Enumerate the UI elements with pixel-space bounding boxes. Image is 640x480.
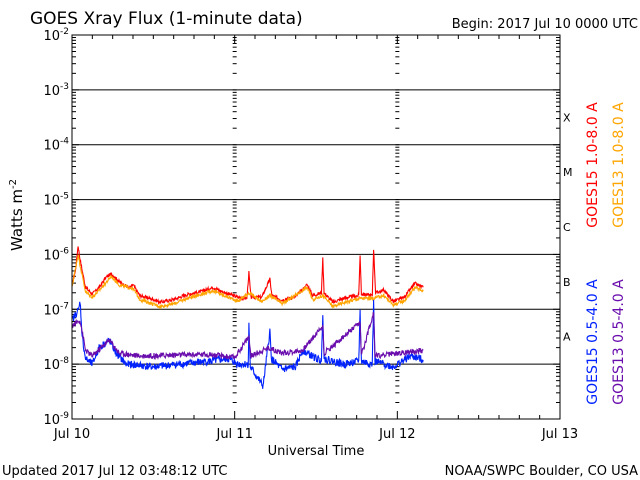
y-tick-label: 10-2 [43,27,69,44]
y-tick-label: 10-8 [43,356,69,373]
y-tick-exponent: -9 [60,411,69,421]
series-line-goes13-1-0-8-0-a [71,253,424,310]
y-tick-base: 10 [43,358,60,373]
y-axis-label-base: Watts m [8,189,26,251]
y-axis-label-exponent: -2 [8,179,19,189]
y-tick-base: 10 [43,84,60,99]
chart-title: GOES Xray Flux (1-minute data) [30,9,303,29]
y-tick-exponent: -8 [60,356,69,366]
x-tick-label: Jul 12 [378,427,415,442]
x-axis-label: Universal Time [268,444,365,459]
y-tick-exponent: -3 [60,82,69,92]
y-tick-base: 10 [43,413,60,428]
legend-entry: GOES13 1.0-8.0 A [611,102,627,228]
flare-class-label-M: M [563,166,573,179]
y-tick-base: 10 [43,29,60,44]
y-tick-exponent: -2 [60,27,69,37]
y-tick-label: 10-6 [43,246,69,263]
x-tick-label: Jul 11 [215,427,252,442]
flare-class-label-X: X [563,111,571,124]
y-tick-label: 10-4 [43,137,69,154]
y-tick-exponent: -7 [60,301,69,311]
y-tick-exponent: -5 [60,192,69,202]
series-line-goes15-0-5-4-0-a [71,299,424,389]
y-tick-exponent: -4 [60,137,69,147]
y-tick-label: 10-5 [43,192,69,209]
begin-label: Begin: 2017 Jul 10 0000 UTC [452,17,638,32]
y-tick-base: 10 [43,248,60,263]
legend-entry: GOES15 1.0-8.0 A [585,102,601,228]
y-tick-base: 10 [43,303,60,318]
legend-entry: GOES13 0.5-4.0 A [611,279,627,405]
flare-class-label-C: C [563,221,571,234]
y-axis-label: Watts m-2 [8,179,26,251]
series-line-goes13-0-5-4-0-a [71,311,424,361]
y-tick-base: 10 [43,139,60,154]
y-tick-base: 10 [43,194,60,209]
legend-entry: GOES15 0.5-4.0 A [585,279,601,405]
source-label: NOAA/SWPC Boulder, CO USA [445,464,638,479]
y-tick-exponent: -6 [60,246,69,256]
plot-frame [71,34,561,420]
y-tick-label: 10-3 [43,82,69,99]
flare-class-label-A: A [563,331,571,344]
updated-label: Updated 2017 Jul 12 03:48:12 UTC [2,464,227,479]
x-tick-label: Jul 10 [53,427,90,442]
y-tick-label: 10-9 [43,411,69,428]
x-tick-label: Jul 13 [541,427,578,442]
flare-class-label-B: B [563,276,571,289]
y-tick-label: 10-7 [43,301,69,318]
